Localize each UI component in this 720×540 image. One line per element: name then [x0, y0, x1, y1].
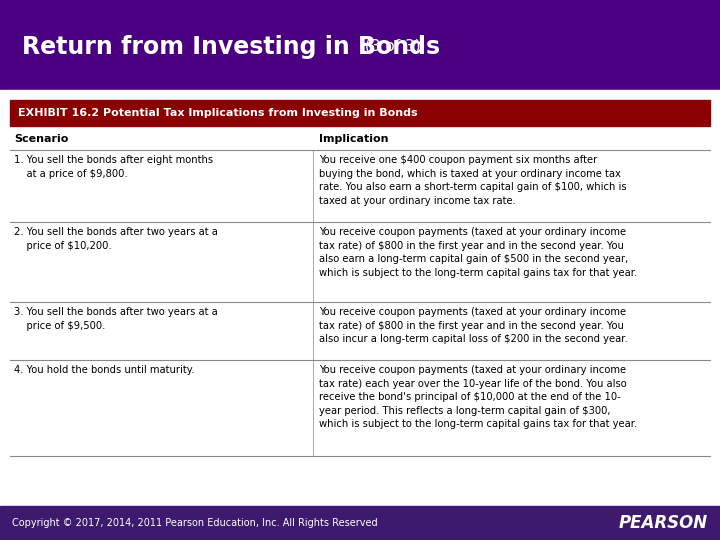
- Text: (3 of 3): (3 of 3): [360, 38, 420, 53]
- Text: Implication: Implication: [319, 134, 389, 144]
- Bar: [10, 150, 710, 222]
- Bar: [10, 222, 710, 302]
- Text: 2. You sell the bonds after two years at a
    price of $10,200.: 2. You sell the bonds after two years at…: [14, 227, 218, 251]
- Bar: [10, 100, 710, 126]
- Text: PEARSON: PEARSON: [619, 514, 708, 532]
- Text: EXHIBIT 16.2 Potential Tax Implications from Investing in Bonds: EXHIBIT 16.2 Potential Tax Implications …: [18, 108, 418, 118]
- Bar: [0, 0, 720, 90]
- Text: You receive coupon payments (taxed at your ordinary income
tax rate) each year o: You receive coupon payments (taxed at yo…: [319, 365, 637, 429]
- Text: You receive coupon payments (taxed at your ordinary income
tax rate) of $800 in : You receive coupon payments (taxed at yo…: [319, 307, 628, 344]
- Bar: [10, 302, 710, 360]
- Bar: [0, 90, 720, 506]
- Text: 3. You sell the bonds after two years at a
    price of $9,500.: 3. You sell the bonds after two years at…: [14, 307, 217, 330]
- Text: Copyright © 2017, 2014, 2011 Pearson Education, Inc. All Rights Reserved: Copyright © 2017, 2014, 2011 Pearson Edu…: [12, 518, 377, 528]
- Text: 4. You hold the bonds until maturity.: 4. You hold the bonds until maturity.: [14, 365, 194, 375]
- Bar: [0, 506, 720, 540]
- Text: You receive one $400 coupon payment six months after
buying the bond, which is t: You receive one $400 coupon payment six …: [319, 155, 626, 206]
- Text: Scenario: Scenario: [14, 134, 68, 144]
- Text: You receive coupon payments (taxed at your ordinary income
tax rate) of $800 in : You receive coupon payments (taxed at yo…: [319, 227, 637, 278]
- Text: 1. You sell the bonds after eight months
    at a price of $9,800.: 1. You sell the bonds after eight months…: [14, 155, 213, 179]
- Text: Return from Investing in Bonds: Return from Investing in Bonds: [22, 35, 440, 59]
- Bar: [10, 360, 710, 456]
